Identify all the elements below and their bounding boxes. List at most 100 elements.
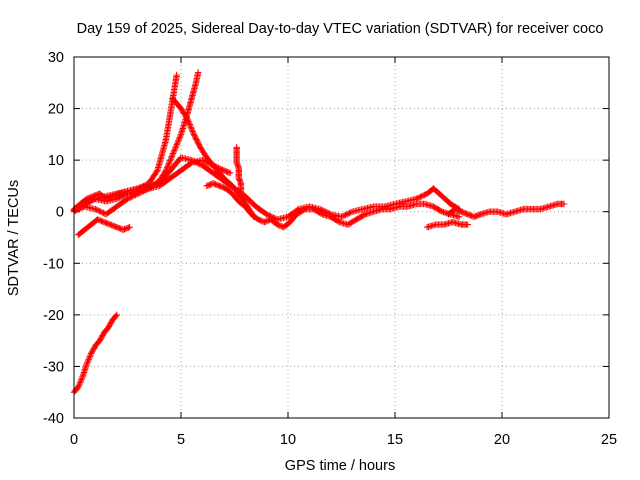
interp-marker (208, 161, 215, 168)
interp-marker (125, 224, 132, 231)
interp-marker (176, 134, 183, 141)
interp-marker (417, 193, 424, 201)
interp-marker (343, 211, 351, 218)
interp-marker (86, 198, 94, 205)
interp-marker (346, 209, 353, 217)
interp-marker (212, 163, 219, 170)
data-point (263, 211, 270, 218)
series-track-f (203, 180, 463, 231)
data-point (173, 71, 180, 79)
interp-marker (188, 125, 195, 132)
x-tick-label: 5 (177, 432, 185, 448)
interp-marker (213, 164, 221, 171)
interp-marker (75, 382, 83, 389)
y-tick-label: -40 (43, 411, 64, 427)
axis-ticks: 0 5 10 15 20 25 -40 -30 -20 -10 0 10 20 30 (43, 50, 617, 448)
data-point (227, 169, 234, 177)
interp-marker (96, 207, 103, 215)
interp-marker (415, 194, 423, 201)
series-track-j (75, 216, 133, 239)
interp-marker (339, 213, 347, 220)
interp-marker (144, 185, 151, 193)
interp-marker (167, 156, 174, 163)
interp-marker (168, 154, 175, 161)
interp-marker (300, 206, 308, 214)
y-tick-label: 0 (56, 205, 64, 221)
interp-marker (85, 356, 92, 363)
interp-marker (171, 147, 178, 154)
interp-marker (86, 354, 93, 362)
interp-marker (421, 191, 428, 199)
interp-marker (188, 126, 196, 134)
interp-marker (125, 194, 133, 202)
data-point (124, 195, 131, 203)
interp-marker (334, 218, 342, 225)
interp-marker (317, 210, 325, 217)
interp-marker (118, 193, 126, 200)
interp-marker (189, 128, 196, 135)
interp-marker (204, 159, 211, 166)
interp-marker (78, 204, 86, 211)
y-tick-label: 30 (48, 50, 64, 66)
interp-marker (211, 162, 218, 170)
interp-marker (419, 192, 427, 199)
interp-marker (165, 160, 173, 167)
interp-marker (153, 168, 160, 175)
y-tick-label: 10 (48, 153, 64, 169)
interp-marker (133, 191, 141, 198)
interp-marker (166, 157, 174, 164)
data-point (135, 190, 142, 197)
interp-marker (98, 209, 106, 216)
interp-marker (117, 193, 125, 201)
interp-marker (201, 158, 209, 165)
x-tick-label: 20 (494, 432, 510, 448)
interp-marker (94, 207, 102, 214)
interp-marker (78, 376, 85, 383)
interp-marker (171, 145, 179, 153)
interp-marker (172, 144, 179, 151)
interp-marker (173, 141, 180, 148)
interp-marker (164, 163, 171, 170)
interp-marker (186, 121, 193, 128)
data-point (126, 223, 133, 231)
interp-marker (97, 208, 104, 215)
interp-marker (87, 351, 94, 359)
x-axis-label: GPS time / hours (285, 458, 395, 474)
data-point (560, 200, 568, 208)
interp-marker (76, 379, 84, 386)
interp-marker (200, 157, 207, 164)
interp-marker (74, 205, 82, 213)
interp-marker (84, 359, 91, 366)
data-series (70, 69, 568, 396)
interp-marker (77, 377, 84, 385)
interp-marker (86, 353, 94, 360)
interp-marker (418, 193, 425, 200)
y-tick-label: -20 (43, 308, 64, 324)
x-tick-label: 25 (601, 432, 617, 448)
interp-marker (264, 211, 272, 219)
interp-marker (126, 194, 134, 201)
interp-marker (174, 138, 182, 145)
data-point (209, 162, 217, 169)
interp-marker (128, 193, 135, 201)
interp-marker (344, 210, 352, 217)
interp-marker (130, 192, 138, 199)
interp-marker (185, 119, 193, 127)
grid-lines (74, 57, 609, 418)
x-tick-label: 10 (280, 432, 296, 448)
chart-title: Day 159 of 2025, Sidereal Day-to-day VTE… (77, 21, 604, 37)
series-track-k (70, 311, 120, 396)
interp-marker (175, 135, 183, 142)
interp-marker (90, 196, 98, 203)
series-track-g (233, 144, 245, 195)
interp-marker (78, 375, 86, 382)
interp-marker (137, 189, 145, 196)
y-tick-label: 20 (48, 102, 64, 118)
data-point (464, 221, 471, 228)
interp-marker (187, 160, 194, 167)
x-tick-label: 15 (387, 432, 403, 448)
interp-marker (414, 194, 421, 202)
interp-marker (73, 206, 80, 213)
data-point (169, 151, 176, 159)
interp-marker (205, 160, 213, 167)
